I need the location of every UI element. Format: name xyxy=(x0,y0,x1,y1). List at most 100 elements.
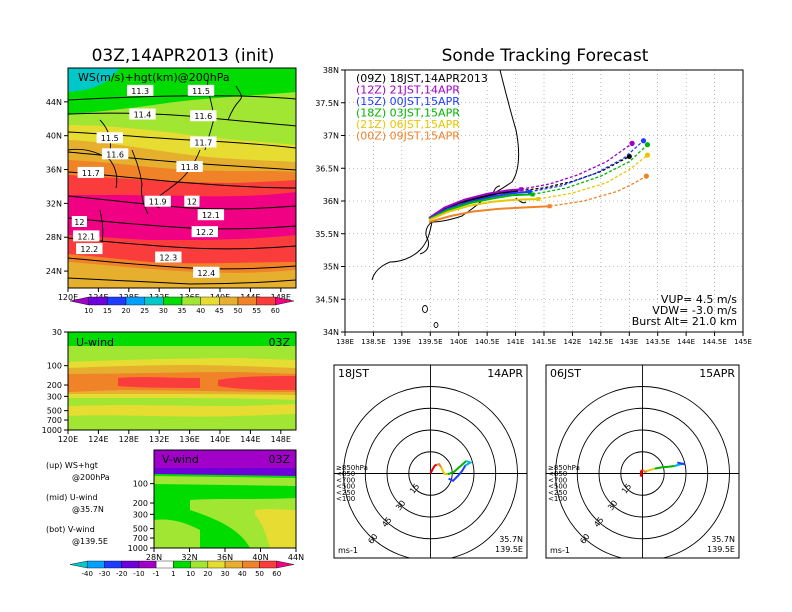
track-burst-point xyxy=(513,189,518,194)
contour-label: 12.3 xyxy=(159,254,177,263)
track-burst-point xyxy=(530,192,535,197)
track-islands xyxy=(422,305,439,328)
colorbar-a-tick: 10 xyxy=(84,307,93,315)
track-line-ascent xyxy=(428,190,530,220)
track-burst-point xyxy=(547,204,552,209)
colorbar-a-swatch xyxy=(275,296,295,306)
panel-u-frame xyxy=(67,331,297,431)
colorbar-a-swatch xyxy=(237,296,257,306)
colorbar-a-swatch xyxy=(107,296,127,306)
colorbar-a-tick: 55 xyxy=(252,307,261,315)
island-oshima xyxy=(422,305,428,313)
panel-u-ytick-label: 30 xyxy=(52,328,62,337)
track-xtick-label: 142E xyxy=(564,338,582,346)
panel-u-ytick-label: 700 xyxy=(47,416,62,425)
hodograph-level-legend: <250 xyxy=(336,489,355,497)
contour-label: 12.4 xyxy=(197,269,215,278)
track-line-descent xyxy=(521,142,633,190)
contour-label-box xyxy=(193,266,220,278)
colorbar-v-swatch xyxy=(155,560,174,569)
hodograph-lon: 139.5E xyxy=(495,545,523,554)
track-legend-entry: (21Z) 06JST,15APR xyxy=(356,118,460,131)
panel-u-xtick-label: 128E xyxy=(119,435,139,444)
panel-a-ytick-label: 32N xyxy=(46,199,62,208)
track-legend-entry: (18Z) 03JST,15APR xyxy=(356,107,460,120)
hodograph-lat: 35.7N xyxy=(499,535,523,544)
track-burst-point xyxy=(519,187,524,192)
contour-label: 12 xyxy=(74,218,84,227)
panel-u-xtick-label: 136E xyxy=(179,435,199,444)
colorbar-v-tick: -1 xyxy=(153,570,160,578)
track-ytick-label: 34N xyxy=(323,328,339,337)
track-line-ascent xyxy=(428,198,539,221)
colorbar-v-swatch xyxy=(173,560,191,569)
colorbar-a-tick: 35 xyxy=(178,307,187,315)
track-burst-point xyxy=(527,189,532,194)
panel-a-ytick-label: 44N xyxy=(46,98,62,107)
hodograph-level-legend: <500 xyxy=(336,483,355,491)
panel-u-ytick-label: 200 xyxy=(47,381,62,390)
panel-a-ytick-label: 28N xyxy=(46,233,62,242)
panel-v-colorbar: -40 -30 -20 -10 -1 1 10 20 30 40 50 60 xyxy=(69,560,295,578)
panel-a-ytick-label: 40N xyxy=(46,132,62,141)
track-ytick-label: 37.5N xyxy=(315,99,339,108)
track-xtick-label: 144.5E xyxy=(702,338,726,346)
contour-label: 11.6 xyxy=(194,112,212,121)
bottom-left-notes: (up) WS+hgt @200hPa (mid) U-wind @35.7N … xyxy=(46,461,110,546)
colorbar-a-tick: 40 xyxy=(196,307,205,315)
contour-label: 12.1 xyxy=(77,232,95,241)
track-xtick-label: 141.5E xyxy=(532,338,556,346)
panel-u-axes: 120E 124E 128E 132E 136E 140E 144E 148E 30 100 200… xyxy=(42,328,291,444)
panel-v-xtick-label: 44N xyxy=(288,553,304,562)
colorbar-v-swatch xyxy=(276,560,295,569)
track-legend-entry: (09Z) 18JST,14APR2013 xyxy=(356,72,488,85)
track-xtick-label: 138E xyxy=(336,338,354,346)
contour-label: 11.4 xyxy=(134,111,152,120)
track-annotation: VDW= -3.0 m/s xyxy=(652,304,737,317)
hodograph-level-legend: ≥850hPa xyxy=(548,464,580,472)
panel-u-xtick-label: 132E xyxy=(149,435,169,444)
note-bot-sub: @139.5E xyxy=(72,537,108,546)
hodograph-left-label: 06JST xyxy=(550,367,581,380)
panel-a-title: 03Z,14APR2013 (init) xyxy=(92,46,275,66)
contour-label: 11.8 xyxy=(181,163,199,172)
colorbar-v-swatch xyxy=(138,560,157,569)
panel-v-ytick-label: 200 xyxy=(133,499,148,508)
panel-a-colorbar: 10 15 20 25 30 35 40 45 50 55 60 xyxy=(69,296,295,315)
track-ytick-label: 37N xyxy=(323,132,339,141)
track-xtick-label: 139E xyxy=(393,338,411,346)
track-line-descent xyxy=(538,154,648,200)
contour-label-box xyxy=(187,84,215,96)
hodograph-trace xyxy=(447,460,467,476)
track-line-descent xyxy=(515,155,630,192)
track-legend-entry: (00Z) 09JST,15APR xyxy=(356,130,460,143)
panel-v-colorfill xyxy=(154,450,296,548)
contour-label-box xyxy=(155,251,182,263)
colorbar-v-tick: 40 xyxy=(238,570,247,578)
contour-label-box xyxy=(96,132,123,144)
contour-label: 12 xyxy=(187,198,197,207)
colorbar-v-tick: -10 xyxy=(133,570,144,578)
hodograph-level-legend: <100 xyxy=(336,495,355,503)
colorbar-a-swatch xyxy=(219,296,239,306)
hodograph-right-label: 14APR xyxy=(487,367,523,380)
panel-u-ytick-label: 500 xyxy=(47,407,62,416)
panel-u-xtick-label: 148E xyxy=(271,435,291,444)
track-xtick-label: 141E xyxy=(507,338,525,346)
hodograph-trace xyxy=(654,465,675,470)
track-line-ascent xyxy=(428,205,550,223)
contour-label-box xyxy=(73,230,100,242)
hodograph-level-legend: <850 xyxy=(548,470,567,478)
colorbar-a-tick: 25 xyxy=(140,307,149,315)
track-landing-point xyxy=(643,173,649,179)
track-ytick-label: 36.5N xyxy=(315,164,339,173)
panel-v-xtick-label: 32N xyxy=(181,553,197,562)
panel-v-title: V-wind xyxy=(162,453,199,466)
hodograph-unit: ms-1 xyxy=(338,546,358,555)
panel-a-xtick-label: 120E xyxy=(58,293,78,302)
colorbar-v-tick: 50 xyxy=(255,570,264,578)
colorbar-a-tick: 20 xyxy=(122,307,131,315)
panel-u-ytick-label: 300 xyxy=(47,392,62,401)
